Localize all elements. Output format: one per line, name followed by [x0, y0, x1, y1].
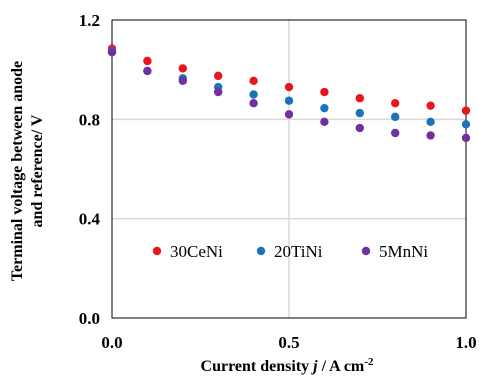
data-point-5MnNi [284, 110, 294, 119]
data-point-30CeNi [461, 106, 471, 115]
data-point-5MnNi [107, 48, 117, 57]
data-point-5MnNi [391, 128, 400, 138]
data-point-30CeNi [391, 98, 400, 108]
data-point-20TiNi [461, 120, 471, 129]
data-point-20TiNi [391, 112, 400, 122]
data-point-20TiNi [284, 96, 294, 105]
legend-marker-5MnNi [361, 246, 371, 256]
data-point-5MnNi [178, 76, 187, 86]
data-point-30CeNi [178, 64, 187, 73]
tick-labels: 0.0 0.4 0.8 1.2 0.0 0.5 1.0 [79, 11, 477, 352]
x-tick-label: 0.0 [101, 333, 122, 352]
x-tick-label: 1.0 [455, 333, 476, 352]
data-point-20TiNi [426, 117, 435, 127]
grid [112, 20, 466, 318]
legend-marker-30CeNi [152, 246, 162, 256]
data-point-30CeNi [143, 56, 152, 66]
x-axis-title-prefix: Current density [201, 358, 314, 375]
data-point-5MnNi [426, 131, 435, 140]
x-axis-title-units: / A cm [318, 358, 365, 375]
y-tick-label: 1.2 [79, 11, 100, 30]
data-point-30CeNi [426, 101, 435, 110]
data-point-5MnNi [249, 98, 258, 108]
data-point-5MnNi [143, 66, 152, 76]
x-axis-title: Current density j / A cm-2 [201, 356, 374, 375]
legend-label-5MnNi: 5MnNi [379, 242, 428, 261]
x-axis-title-exponent: -2 [364, 356, 374, 368]
data-point-5MnNi [461, 133, 471, 143]
data-point-30CeNi [320, 87, 329, 97]
x-tick-label: 0.5 [278, 333, 299, 352]
legend-marker-20TiNi [256, 246, 266, 256]
plot-area-frame [111, 19, 467, 319]
y-tick-label: 0.0 [79, 309, 100, 328]
y-axis-title-line-2: and reference/ V [29, 114, 46, 227]
legend-label-20TiNi: 20TiNi [274, 242, 323, 261]
x-axis-title-variable: j [310, 358, 318, 375]
legend-label-30CeNi: 30CeNi [170, 242, 223, 261]
data-point-30CeNi [284, 82, 294, 92]
data-point-5MnNi [320, 117, 329, 127]
data-point-20TiNi [249, 90, 258, 99]
data-point-20TiNi [355, 108, 364, 118]
data-point-30CeNi [249, 76, 258, 86]
y-axis-title-line-1: Terminal voltage between anode [9, 61, 26, 281]
data-points [107, 44, 471, 143]
data-point-30CeNi [355, 94, 364, 103]
data-point-20TiNi [320, 103, 329, 113]
legend: 30CeNi 20TiNi 5MnNi [152, 242, 428, 261]
data-point-5MnNi [355, 123, 364, 133]
y-tick-label: 0.4 [79, 210, 101, 229]
data-point-5MnNi [214, 87, 223, 97]
data-point-30CeNi [214, 71, 223, 81]
y-tick-label: 0.8 [79, 110, 100, 129]
